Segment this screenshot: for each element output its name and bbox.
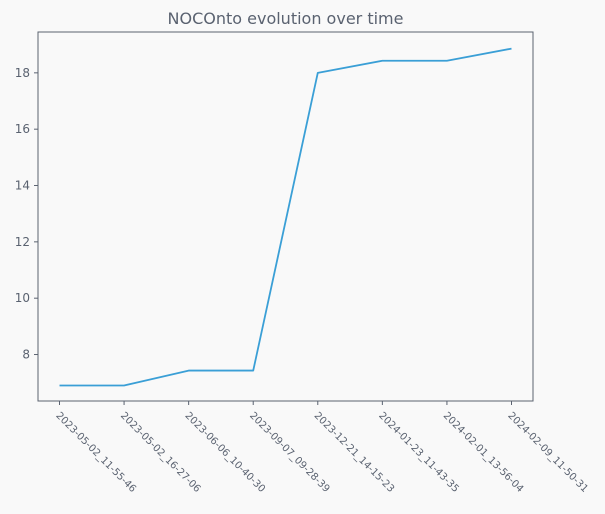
x-axis: 2023-05-02_11-55-462023-05-02_16-27-0620…	[53, 401, 590, 495]
plot-area	[59, 47, 512, 387]
series-line	[59, 47, 512, 387]
chart-title: NOCOnto evolution over time	[168, 9, 404, 28]
y-tick-label: 8	[22, 348, 30, 362]
y-tick-label: 14	[15, 179, 30, 193]
y-tick-label: 12	[15, 235, 30, 249]
y-tick-label: 18	[15, 66, 30, 80]
y-axis: 8 10 12 14 16 18	[15, 66, 38, 362]
axes-frame	[37, 31, 534, 402]
y-tick-label: 10	[15, 291, 30, 305]
y-tick-label: 16	[15, 122, 30, 136]
